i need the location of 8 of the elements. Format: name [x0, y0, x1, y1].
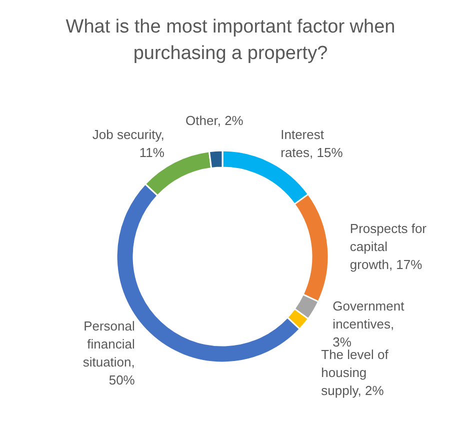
slice-label: Government incentives, 3% [332, 298, 405, 350]
slice-label: Interest rates, 15% [280, 126, 344, 160]
slice-label: Other, 2% [186, 113, 244, 128]
slice-label: Prospects for capital growth, 17% [350, 221, 428, 272]
slice-label: Job security, 11% [92, 126, 165, 160]
chart-title: What is the most important factor when purchasing a property? [66, 16, 396, 64]
slice-label: Personal financial situation, 50% [82, 318, 136, 388]
slice-label: The level of housing supply, 2% [321, 347, 389, 398]
